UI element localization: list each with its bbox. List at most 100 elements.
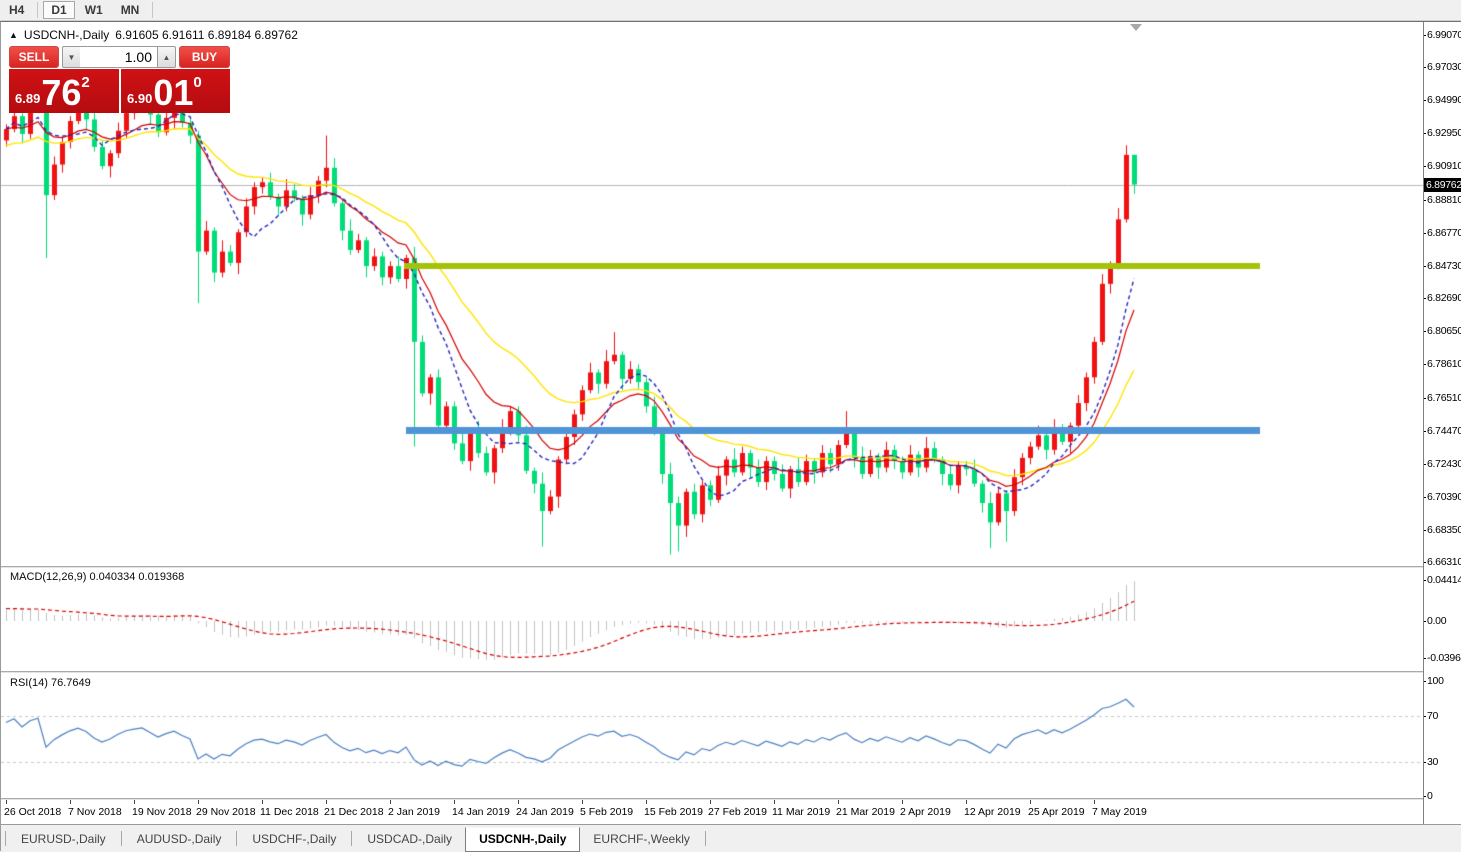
tab-eurchf-weekly[interactable]: EURCHF-,Weekly [593,832,690,846]
tab-separator [704,831,706,846]
date-axis-tick [6,800,7,804]
date-axis-tick [518,800,519,804]
date-axis-label: 21 Dec 2018 [324,806,384,818]
date-axis-label: 7 Nov 2018 [68,806,122,818]
rsi-indicator-label: RSI(14) 76.7649 [10,677,91,689]
timeframe-button-w1[interactable]: W1 [76,1,111,19]
macd-scale-tick: 0.00 [1424,615,1447,627]
timeframe-button-mn[interactable]: MN [112,1,148,19]
date-axis-label: 5 Feb 2019 [580,806,634,818]
tab-separator [351,831,353,846]
sell-price-big-digits: 76 [41,72,82,114]
price-scale-tick: 6.76510 [1424,392,1461,405]
tab-separator [120,831,122,846]
buy-button[interactable]: BUY [179,46,230,68]
date-axis-label: 11 Dec 2018 [260,806,319,818]
date-axis-label: 25 Apr 2019 [1028,806,1085,818]
date-axis-tick [198,800,199,804]
chart-title: ▲ USDCNH-,Daily 6.91605 6.91611 6.89184 … [9,28,298,42]
date-axis-tick [454,800,455,804]
timeframe-button-h4[interactable]: H4 [1,1,33,19]
price-scale-tick: 6.70390 [1424,490,1461,503]
price-scale-tick: 6.66310 [1424,556,1461,569]
volume-increase-button[interactable]: ▲ [157,46,176,68]
price-chart-canvas[interactable] [1,22,1423,824]
date-axis-label: 14 Jan 2019 [452,806,510,818]
chart-window: ▲ USDCNH-,Daily 6.91605 6.91611 6.89184 … [0,21,1461,852]
price-scale-tick: 6.72430 [1424,457,1461,470]
sell-price-panel[interactable]: 6.89 76 2 [9,69,119,113]
current-price-tag: 6.89762 [1424,177,1461,192]
chart-shift-marker-icon [1130,24,1142,31]
tab-usdcnh-daily[interactable]: USDCNH-,Daily [465,827,581,852]
date-axis-label: 26 Oct 2018 [4,806,62,818]
price-scale-tick: 6.84730 [1424,259,1461,272]
date-axis-tick [646,800,647,804]
price-scale-tick: 6.74470 [1424,424,1461,437]
date-axis-label: 15 Feb 2019 [644,806,703,818]
pane-separator[interactable] [1,671,1461,673]
price-scale-tick: 6.90910 [1424,160,1461,172]
price-scale-tick: 6.99070 [1424,28,1461,41]
toolbar-separator [152,2,154,18]
date-axis-tick [966,800,967,804]
date-axis-tick [390,800,391,804]
chart-symbol-label: USDCNH-,Daily [23,28,110,42]
volume-input[interactable] [80,46,158,68]
macd-indicator-label: MACD(12,26,9) 0.040334 0.019368 [10,571,185,583]
buy-price-pip-digit: 0 [193,74,202,91]
buy-price-big-digits: 01 [153,72,194,114]
rsi-scale-tick: 70 [1424,709,1439,722]
date-axis-tick [70,800,71,804]
price-scale[interactable]: 6.99070 6.97030 6.94990 6.92950 6.90910 6.888… [1423,22,1461,824]
date-axis-label: 12 Apr 2019 [964,806,1021,818]
date-axis-tick [838,800,839,804]
date-axis-label: 21 Mar 2019 [836,806,895,818]
tab-eurusd-daily[interactable]: EURUSD-,Daily [21,832,106,846]
date-axis-tick [902,800,903,804]
timeframe-button-d1[interactable]: D1 [43,1,75,19]
price-scale-tick: 6.82690 [1424,292,1461,305]
date-axis[interactable]: 26 Oct 2018 7 Nov 2018 19 Nov 2018 29 Nov 2… [1,800,1423,824]
date-axis-label: 7 May 2019 [1092,806,1147,818]
price-scale-tick: 6.68350 [1424,523,1461,536]
date-axis-tick [262,800,263,804]
chart-tab-bar: EURUSD-,Daily AUDUSD-,Daily USDCHF-,Dail… [1,824,1461,852]
price-scale-tick: 6.88810 [1424,193,1461,206]
buy-price-prefix: 6.90 [127,91,153,106]
date-axis-label: 2 Apr 2019 [900,806,951,818]
sell-button[interactable]: SELL [9,46,59,68]
macd-scale-tick: 0.044143 [1424,574,1461,586]
date-axis-label: 29 Nov 2018 [196,806,256,818]
price-scale-tick: 6.86770 [1424,226,1461,239]
toolbar-separator [37,2,39,18]
tab-separator [5,831,6,846]
date-axis-label: 11 Mar 2019 [772,806,831,818]
one-click-trade-widget: SELL ▼ ▲ BUY 6.89 76 2 6.90 01 0 [9,46,230,113]
tab-usdcad-daily[interactable]: USDCAD-,Daily [367,832,453,846]
date-axis-tick [1030,800,1031,804]
pane-separator[interactable] [1,566,1461,568]
date-axis-tick [1094,800,1095,804]
date-axis-label: 2 Jan 2019 [388,806,440,818]
volume-decrease-button[interactable]: ▼ [62,46,81,68]
rsi-scale-tick: 30 [1424,755,1439,768]
date-axis-tick [774,800,775,804]
pane-separator [1,798,1461,800]
chart-ohlc-values: 6.91605 6.91611 6.89184 6.89762 [115,28,298,42]
buy-price-panel[interactable]: 6.90 01 0 [121,69,230,113]
price-scale-tick: 6.78610 [1424,358,1461,371]
price-scale-tick: 6.92950 [1424,127,1461,140]
date-axis-label: 27 Feb 2019 [708,806,767,818]
price-scale-tick: 6.97030 [1424,61,1461,74]
price-scale-tick: 6.80650 [1424,325,1461,338]
collapse-panel-icon[interactable]: ▲ [9,30,18,40]
price-scale-tick: 6.94990 [1424,94,1461,107]
sell-price-prefix: 6.89 [15,91,41,106]
timeframe-toolbar: H4 D1 W1 MN [0,0,1461,21]
date-axis-tick [710,800,711,804]
tab-audusd-daily[interactable]: AUDUSD-,Daily [136,832,222,846]
date-axis-tick [134,800,135,804]
date-axis-label: 19 Nov 2018 [132,806,192,818]
tab-usdchf-daily[interactable]: USDCHF-,Daily [252,832,337,846]
